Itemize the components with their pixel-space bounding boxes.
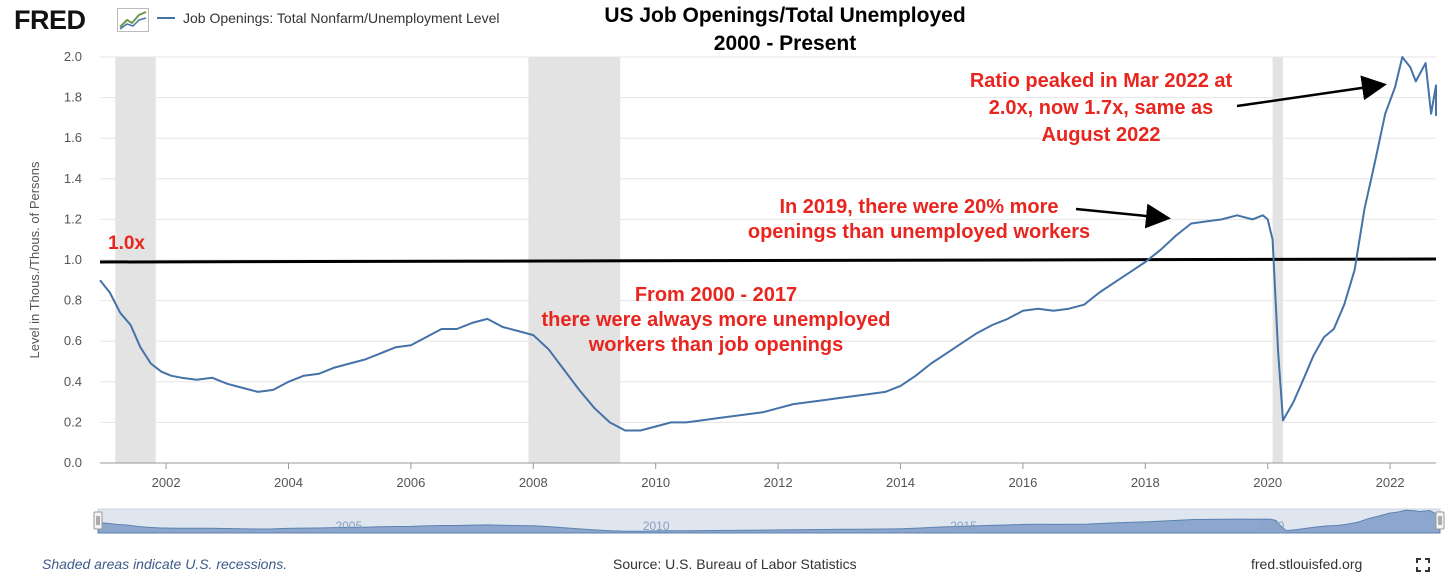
- annotation-y2000_2017: there were always more unemployed: [541, 309, 890, 331]
- x-tick-label: 2004: [274, 475, 303, 490]
- chart-legend: Job Openings: Total Nonfarm/Unemployment…: [157, 10, 499, 26]
- y-tick-label: 1.2: [64, 211, 82, 226]
- line-graph-icon: [117, 8, 149, 32]
- x-tick-label: 2008: [519, 475, 548, 490]
- x-tick-label: 2006: [396, 475, 425, 490]
- y-tick-label: 0.2: [64, 414, 82, 429]
- fullscreen-icon[interactable]: [1416, 558, 1430, 572]
- y-tick-label: 0.4: [64, 374, 82, 389]
- y-tick-label: 1.0: [64, 252, 82, 267]
- reference-line: [99, 257, 1437, 264]
- y-axis-label: Level in Thous./Thous. of Persons: [27, 161, 42, 359]
- annotation-y2000_2017: workers than job openings: [588, 334, 843, 356]
- y-tick-label: 0.8: [64, 293, 82, 308]
- annotation-y2019: In 2019, there were 20% more: [779, 196, 1058, 218]
- y-tick-label: 2.0: [64, 49, 82, 64]
- annotation-peak: 2.0x, now 1.7x, same as: [989, 97, 1214, 119]
- x-tick-label: 2010: [641, 475, 670, 490]
- x-tick-label: 2002: [152, 475, 181, 490]
- x-tick-label: 2012: [764, 475, 793, 490]
- site-link[interactable]: fred.stlouisfed.org: [1251, 556, 1363, 572]
- navigator-label: 2005: [335, 519, 362, 533]
- annotation-y2019: openings than unemployed workers: [748, 221, 1090, 243]
- navigator-label: 2010: [643, 519, 670, 533]
- chart-title-line-2: 2000 - Present: [713, 32, 857, 55]
- x-tick-label: 2014: [886, 475, 915, 490]
- source-note: Source: U.S. Bureau of Labor Statistics: [613, 556, 857, 572]
- y-tick-label: 1.8: [64, 90, 82, 105]
- y-tick-label: 0.6: [64, 333, 82, 348]
- x-tick-label: 2016: [1008, 475, 1037, 490]
- x-tick-label: 2020: [1253, 475, 1282, 490]
- arrow-2019: [1075, 203, 1171, 229]
- annotation-peak: Ratio peaked in Mar 2022 at: [970, 70, 1233, 92]
- recession-note: Shaded areas indicate U.S. recessions.: [42, 556, 288, 572]
- annotation-peak: August 2022: [1042, 124, 1161, 146]
- navigator-area: [97, 509, 1441, 534]
- legend-label: Job Openings: Total Nonfarm/Unemployment…: [183, 10, 500, 26]
- navigator-label: 2015: [950, 519, 977, 533]
- reference-line-label: 1.0x: [108, 233, 145, 254]
- series-line: [99, 56, 1437, 432]
- chart-title: US Job Openings/Total Unemployed 2000 - …: [520, 2, 1050, 58]
- fred-logo[interactable]: FRED: [14, 5, 86, 35]
- chart-title-line-1: US Job Openings/Total Unemployed: [604, 4, 966, 27]
- x-tick-label: 2018: [1131, 475, 1160, 490]
- y-tick-label: 1.4: [64, 171, 82, 186]
- x-tick-label: 2022: [1376, 475, 1405, 490]
- navigator-label: 2020: [1258, 519, 1285, 533]
- arrow-peak: [1236, 75, 1387, 108]
- navigator-handle-right[interactable]: [1435, 511, 1445, 530]
- annotation-y2000_2017: From 2000 - 2017: [635, 284, 797, 306]
- navigator-handle-left[interactable]: [93, 511, 103, 530]
- y-tick-label: 0.0: [64, 455, 82, 470]
- legend-swatch: [157, 17, 175, 19]
- y-tick-label: 1.6: [64, 130, 82, 145]
